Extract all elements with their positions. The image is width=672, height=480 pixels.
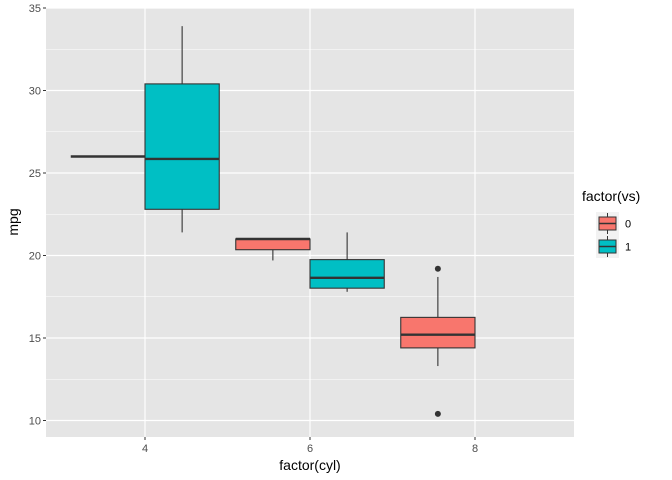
legend-title: factor(vs) — [582, 188, 640, 204]
x-tick-label: 6 — [307, 443, 313, 455]
box-group-0-cyl-6 — [235, 237, 311, 261]
x-tick-label: 4 — [142, 443, 148, 455]
box-group-0-cyl-8 — [400, 265, 476, 417]
y-tick-label: 15 — [29, 333, 41, 345]
box — [309, 259, 385, 289]
y-tick-label: 25 — [29, 168, 41, 180]
box — [144, 83, 220, 210]
legend-label: 1 — [625, 242, 631, 254]
outlier-point — [434, 410, 441, 417]
y-axis-title: mpg — [5, 208, 21, 235]
legend-item-1: 1 — [596, 235, 631, 258]
legend-item-0: 0 — [596, 212, 631, 235]
box-group-1-cyl-6 — [309, 232, 385, 292]
box — [400, 316, 476, 349]
y-axis: 10 15 20 25 30 35 — [29, 3, 46, 428]
x-tick-label: 8 — [472, 443, 478, 455]
y-tick-label: 10 — [29, 416, 41, 428]
x-axis: 4 6 8 — [142, 437, 478, 455]
boxes-layer — [70, 26, 476, 417]
y-tick-label: 35 — [29, 3, 41, 15]
legend-label: 0 — [625, 219, 631, 231]
legend: factor(vs) 0 1 — [582, 188, 640, 258]
x-axis-title: factor(cyl) — [279, 457, 340, 473]
box-group-1-cyl-4 — [144, 26, 220, 233]
box — [235, 238, 311, 251]
grid-lines — [46, 7, 574, 437]
y-tick-label: 20 — [29, 251, 41, 263]
y-tick-label: 30 — [29, 86, 41, 98]
outlier-point — [434, 265, 441, 272]
